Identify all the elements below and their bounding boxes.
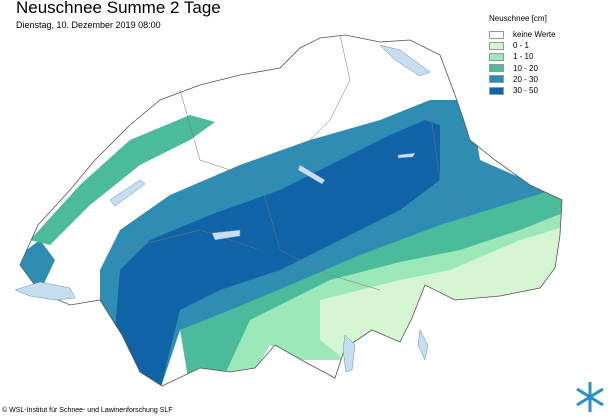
- legend-item: keine Werte: [489, 29, 556, 40]
- legend-item: 20 - 30: [489, 74, 556, 85]
- region-10-20-jura: [30, 115, 215, 245]
- legend-item: 1 - 10: [489, 51, 556, 62]
- lake-maggiore: [342, 334, 356, 373]
- region-0-1: [320, 225, 562, 360]
- lake-geneva: [14, 281, 76, 301]
- snowflake-icon: [576, 382, 604, 412]
- legend-item: 10 - 20: [489, 63, 556, 74]
- copyright: © WSL-Institut für Schnee- und Lawinenfo…: [2, 407, 173, 414]
- lake-zurich: [297, 164, 326, 185]
- legend-title: Neuschnee [cm]: [489, 14, 547, 23]
- lakes: [14, 44, 431, 373]
- lake-neuchatel: [109, 179, 146, 207]
- map-title: Neuschnee Summe 2 Tage: [16, 0, 221, 17]
- lake-walensee: [397, 152, 416, 159]
- map-date: Dienstag, 10. Dezember 2019 08:00: [16, 20, 161, 30]
- legend-item: 0 - 1: [489, 40, 556, 51]
- legend: Neuschnee [cm] keine Werte 0 - 1 1 - 10 …: [489, 14, 556, 96]
- region-30-50: [115, 120, 440, 386]
- lake-constance: [379, 44, 431, 77]
- lake-thun: [211, 229, 241, 241]
- lake-como: [417, 329, 429, 361]
- legend-item: 30 - 50: [489, 85, 556, 96]
- canton-borders: [119, 34, 471, 291]
